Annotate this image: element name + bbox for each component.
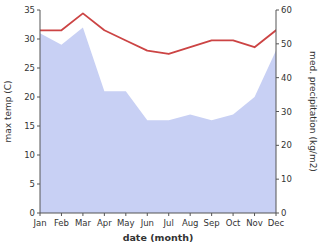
x-tick [211,213,212,216]
y2-tick [276,111,279,112]
y2-tick [276,145,279,146]
x-tick [104,213,105,216]
chart-container: JanFebMarAprMayJunJulAugSepOctNovDec0510… [0,0,318,247]
line [40,13,276,54]
x-tick-label: Jun [140,218,154,228]
y-axis-line [40,10,41,213]
x-tick-label: Jan [32,218,46,228]
y-tick-label: 0 [30,208,35,218]
x-tick-label: Apr [97,218,112,228]
y-tick-label: 10 [24,150,35,160]
y2-tick-label: 30 [281,107,292,117]
y-tick-label: 5 [30,179,35,189]
x-tick-label: May [117,218,135,228]
y-axis-title: max temp (C) [3,80,13,142]
x-tick [82,213,83,216]
y2-axis-title: med. precipitation (kg/m2) [308,51,318,172]
x-tick [190,213,191,216]
y2-tick-label: 40 [281,73,292,83]
y-tick [37,68,40,69]
y-tick [37,97,40,98]
x-tick-label: Feb [54,218,69,228]
x-tick-label: Jul [163,218,174,228]
y2-tick [276,213,279,214]
plot-area [40,13,276,213]
x-tick-label: Dec [268,218,285,228]
x-tick [233,213,234,216]
y2-tick-label: 10 [281,174,292,184]
chart: JanFebMarAprMayJunJulAugSepOctNovDec0510… [0,0,318,247]
x-tick-label: Oct [226,218,241,228]
y2-tick-label: 20 [281,140,292,150]
x-tick-label: Mar [75,218,92,228]
y2-tick-label: 60 [281,5,292,15]
y-tick [37,39,40,40]
y2-tick [276,10,279,11]
x-tick-label: Sep [204,218,220,228]
y-tick [37,126,40,127]
x-axis-title: date (month) [123,232,194,243]
x-axis-line [40,213,276,214]
x-tick [61,213,62,216]
y-tick [37,10,40,11]
y-tick-label: 35 [24,5,35,15]
y-tick [37,213,40,214]
y-tick [37,155,40,156]
x-tick [147,213,148,216]
y-tick [37,184,40,185]
area [40,27,276,213]
y2-tick-label: 0 [281,208,286,218]
y2-tick [276,77,279,78]
y-tick-label: 30 [24,34,35,44]
x-tick-label: Nov [246,218,263,228]
y-tick-label: 25 [24,63,35,73]
y2-tick-label: 50 [281,39,292,49]
x-tick-label: Aug [182,218,199,228]
x-tick [254,213,255,216]
y-tick-label: 20 [24,92,35,102]
y-tick-label: 15 [24,121,35,131]
x-tick [168,213,169,216]
y2-tick [276,179,279,180]
y2-tick [276,43,279,44]
x-tick [125,213,126,216]
